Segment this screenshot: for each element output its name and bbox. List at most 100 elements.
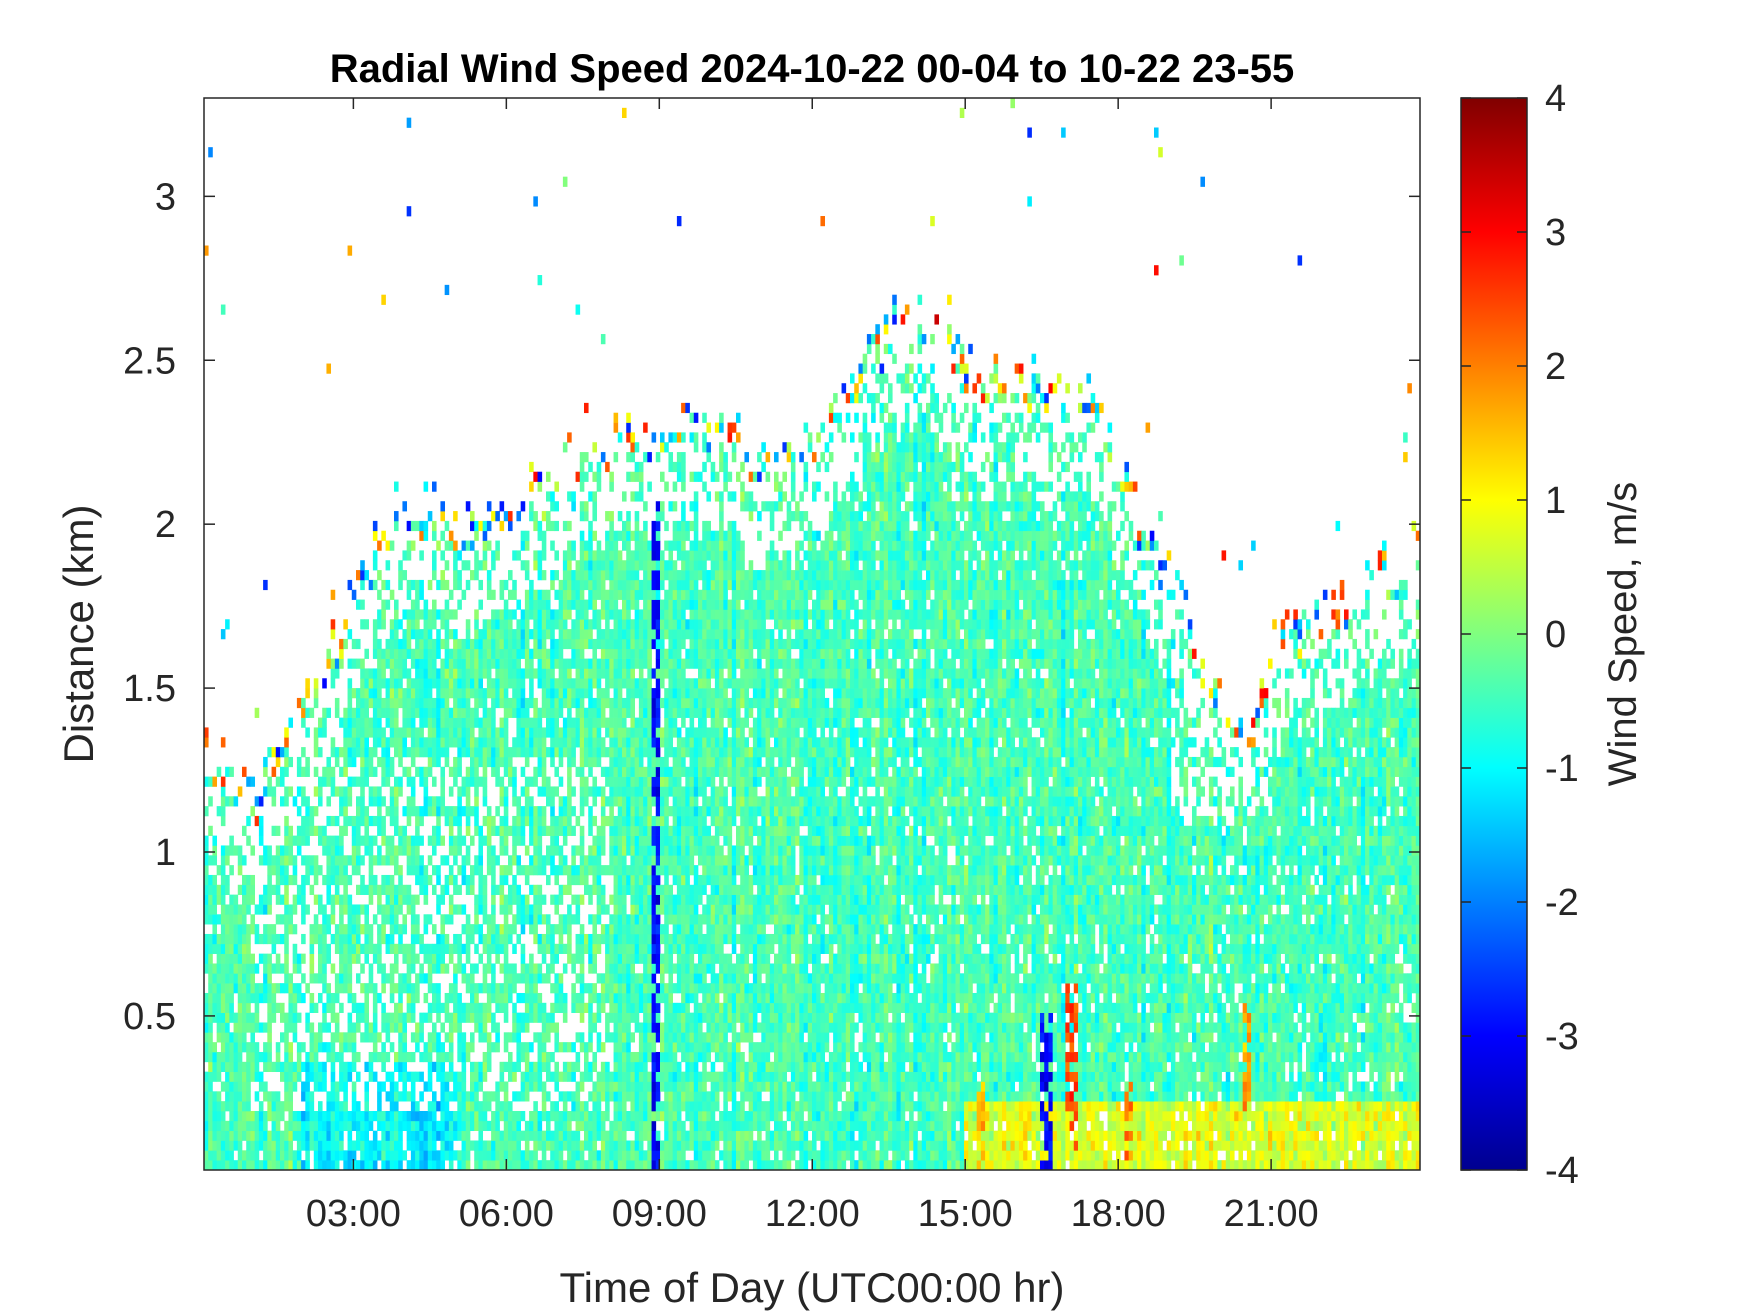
heatmap-cell [427,1150,433,1161]
heatmap-cell [499,1071,505,1082]
heatmap-cell [503,894,509,905]
heatmap-cell [592,1130,598,1141]
heatmap-cell [368,747,374,758]
heatmap-cell [609,786,614,797]
heatmap-cell [372,796,378,807]
heatmap-cell [419,1022,424,1033]
heatmap-cell [410,1150,416,1161]
heatmap-cell [676,924,682,935]
heatmap-cell [385,1051,391,1063]
heatmap-cell [562,914,568,925]
heatmap-cell [453,884,458,895]
heatmap-cell [634,914,640,925]
heatmap-cell [305,983,310,994]
heatmap-cell [453,560,458,571]
heatmap-cell [668,727,674,738]
heatmap-cell [326,983,332,994]
heatmap-cell [672,1032,678,1043]
heatmap-cell [461,658,467,669]
heatmap-cell [347,815,353,827]
heatmap-cell [672,1002,678,1013]
heatmap-cell [596,589,602,600]
heatmap-cell [651,1022,657,1033]
heatmap-cell [647,894,652,905]
heatmap-cell [554,845,560,856]
heatmap-cell [622,678,627,689]
heatmap-cell [432,599,437,610]
heatmap-cell [372,1110,378,1122]
heatmap-cell [554,835,560,846]
heatmap-cell [326,1130,332,1141]
heatmap-cell [398,1061,403,1072]
heatmap-cell [406,727,412,738]
heatmap-cell [385,1160,391,1170]
heatmap-cell [630,550,636,561]
heatmap-cell [529,983,534,994]
heatmap-cell [600,904,606,915]
heatmap-cell [617,845,623,856]
heatmap-cell [520,560,526,571]
heatmap-cell [508,855,513,866]
heatmap-cell [356,638,361,650]
heatmap-cell [499,1101,505,1112]
heatmap-cell [550,1071,555,1082]
heatmap-cell [461,747,467,758]
heatmap-cell [592,1081,598,1092]
heatmap-cell [550,756,555,768]
heatmap-cell [622,855,627,866]
heatmap-cell [643,550,648,561]
heatmap-cell [529,579,534,591]
heatmap-cell [609,992,614,1004]
heatmap-cell [271,1140,277,1151]
heatmap-cell [470,933,475,945]
heatmap-cell [368,1032,374,1043]
heatmap-cell [284,786,289,797]
heatmap-cell [613,766,619,777]
heatmap-cell [372,579,378,591]
heatmap-cell [609,924,614,935]
heatmap-cell [427,756,433,768]
heatmap-cell [672,943,678,954]
heatmap-cell [668,845,674,856]
heatmap-cell [470,1091,475,1102]
heatmap-cell [541,825,547,836]
heatmap-cell [309,963,315,974]
heatmap-cell [381,1022,386,1033]
heatmap-cell [512,835,517,846]
heatmap-cell [440,835,446,846]
heatmap-cell [626,1081,631,1092]
heatmap-cell [630,835,636,846]
heatmap-cell [647,1081,652,1092]
heatmap-cell [524,1150,530,1161]
heatmap-cell [499,776,505,787]
heatmap-cell [225,766,230,777]
heatmap-cell [204,245,209,256]
heatmap-cell [339,1140,344,1151]
heatmap-cell [651,530,657,541]
heatmap-cell [478,638,484,650]
heatmap-cell [622,894,627,905]
heatmap-cell [516,815,522,827]
heatmap-cell [508,1140,513,1151]
heatmap-cell [579,599,585,610]
heatmap-cell [668,452,674,463]
heatmap-cell [292,835,298,846]
heatmap-cell [647,727,652,738]
heatmap-cell [482,914,488,925]
heatmap-cell [508,963,513,974]
heatmap-cell [638,688,644,699]
heatmap-cell [385,973,391,984]
heatmap-cell [453,943,458,954]
heatmap-cell [305,1091,310,1102]
heatmap-cell [533,815,538,827]
heatmap-cell [676,638,682,650]
heatmap-cell [254,1160,260,1170]
heatmap-cell [664,874,669,886]
heatmap-cell [482,884,488,895]
heatmap-cell [567,658,572,669]
heatmap-cell [444,560,450,571]
heatmap-cell [347,756,353,768]
heatmap-cell [237,855,243,866]
heatmap-cell [622,1110,627,1122]
heatmap-cell [453,815,458,827]
